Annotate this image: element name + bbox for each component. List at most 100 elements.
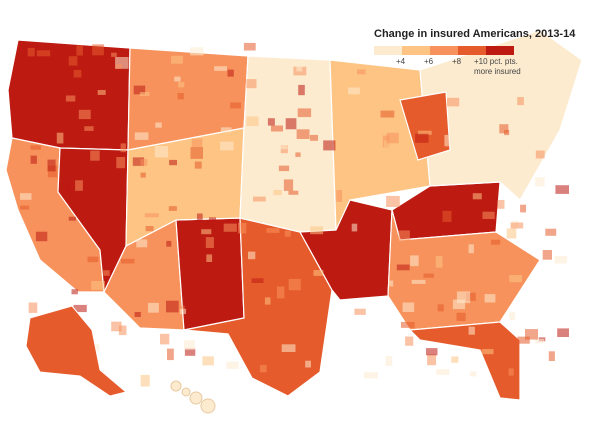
county-patch xyxy=(56,132,64,144)
county-patch xyxy=(103,270,110,276)
county-patch xyxy=(71,289,78,295)
county-patch xyxy=(309,134,318,141)
county-patch xyxy=(388,280,394,287)
county-patch xyxy=(214,66,227,71)
region-new-mexico xyxy=(175,217,245,331)
county-patch xyxy=(267,118,275,126)
county-patch xyxy=(356,124,364,136)
county-patch xyxy=(132,157,145,166)
county-patch xyxy=(468,244,474,254)
legend-tick-6: +6 xyxy=(424,57,434,66)
county-patch xyxy=(195,59,204,68)
county-patch xyxy=(508,368,514,376)
county-patch xyxy=(276,286,285,299)
county-patch xyxy=(120,143,126,153)
county-patch xyxy=(171,55,183,64)
county-patch xyxy=(27,47,35,57)
county-patch xyxy=(296,65,303,72)
county-patch xyxy=(209,159,216,171)
county-patch xyxy=(410,255,419,267)
county-patch xyxy=(140,172,146,178)
county-patch xyxy=(111,52,117,57)
county-patch xyxy=(310,226,324,235)
county-patch xyxy=(472,193,482,200)
county-patch xyxy=(194,161,202,169)
county-patch xyxy=(535,177,545,187)
county-patch xyxy=(468,326,475,335)
county-patch xyxy=(167,348,174,361)
county-patch xyxy=(173,305,185,311)
county-patch xyxy=(273,139,288,150)
county-patch xyxy=(271,125,283,132)
county-patch xyxy=(288,190,299,195)
county-patch xyxy=(206,254,213,262)
county-patch xyxy=(223,223,237,232)
county-patch xyxy=(191,138,203,147)
county-patch xyxy=(159,274,166,285)
county-patch xyxy=(178,82,185,88)
alaska-inset xyxy=(25,305,128,397)
county-patch xyxy=(545,228,557,236)
county-patch xyxy=(220,127,232,133)
county-patch xyxy=(305,360,311,368)
hawaii-island xyxy=(181,387,191,397)
county-patch xyxy=(557,328,569,337)
county-patch xyxy=(456,291,471,304)
county-patch xyxy=(437,304,444,312)
county-patch xyxy=(521,264,527,268)
county-patch xyxy=(429,262,436,268)
county-texture xyxy=(20,42,569,387)
county-patch xyxy=(68,216,76,221)
county-patch xyxy=(177,93,184,100)
county-patch xyxy=(226,361,239,369)
county-patch xyxy=(133,85,146,95)
county-patch xyxy=(202,356,214,366)
county-patch xyxy=(297,108,312,118)
county-patch xyxy=(166,240,172,247)
county-patch xyxy=(499,124,509,134)
county-patch xyxy=(134,312,141,317)
county-patch xyxy=(343,75,349,87)
county-patch xyxy=(295,152,301,157)
county-patch xyxy=(525,329,538,340)
county-patch xyxy=(535,338,545,344)
county-patch xyxy=(115,64,122,69)
county-patch xyxy=(230,102,241,109)
county-patch xyxy=(386,132,399,144)
county-patch xyxy=(190,147,203,159)
county-patch xyxy=(426,348,438,356)
county-patch xyxy=(73,70,82,78)
county-patch xyxy=(76,45,83,56)
county-patch xyxy=(134,132,149,140)
county-patch xyxy=(190,47,204,56)
county-patch xyxy=(491,239,501,245)
county-patch xyxy=(555,185,569,194)
county-patch xyxy=(205,237,214,248)
county-patch xyxy=(179,308,187,315)
county-patch xyxy=(209,217,216,223)
county-patch xyxy=(442,210,452,222)
county-patch xyxy=(111,321,122,332)
county-patch xyxy=(154,90,165,100)
county-patch xyxy=(554,256,568,264)
county-patch xyxy=(415,133,429,143)
county-patch xyxy=(140,159,148,166)
county-patch xyxy=(298,84,305,96)
county-patch xyxy=(296,129,310,139)
county-patch xyxy=(30,155,37,164)
legend-swatch-1 xyxy=(374,46,402,55)
county-patch xyxy=(348,87,360,95)
county-patch xyxy=(118,325,127,336)
county-patch xyxy=(354,308,366,315)
county-patch xyxy=(183,340,195,350)
county-patch xyxy=(91,281,105,290)
region-alaska xyxy=(25,305,128,397)
region-arkansas-delta xyxy=(299,199,393,301)
legend-swatch-2 xyxy=(402,46,430,55)
county-patch xyxy=(436,369,450,375)
legend-ticks: +4 +6 +8 +10 pct. pts. more insured xyxy=(374,57,544,91)
county-patch xyxy=(281,344,296,352)
county-patch xyxy=(121,258,135,264)
county-patch xyxy=(444,134,456,147)
